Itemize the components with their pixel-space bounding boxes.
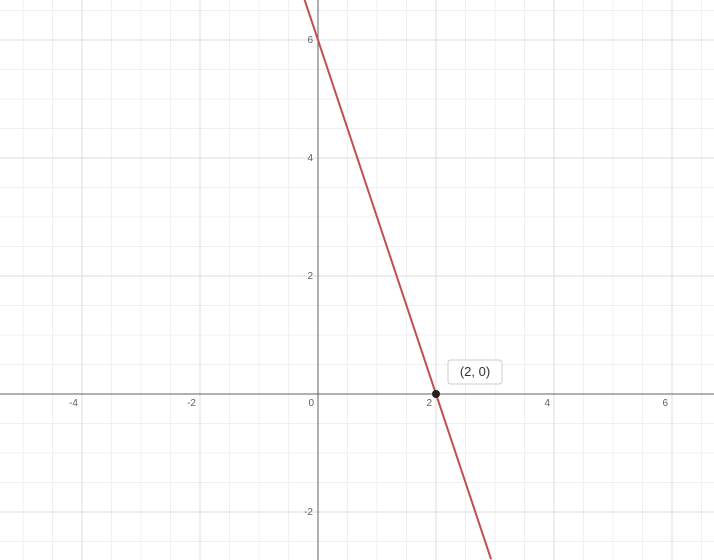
coordinate-chart: -4 -2 0 2 4 6 -2 2 4 6 (2, 0) xyxy=(0,0,714,560)
x-tick-label: 2 xyxy=(426,398,432,409)
x-tick-label: 4 xyxy=(544,398,550,409)
x-tick-label: -4 xyxy=(69,398,78,409)
y-tick-label: 4 xyxy=(307,153,313,164)
point-label-text: (2, 0) xyxy=(460,364,490,379)
y-tick-label: -2 xyxy=(304,507,313,518)
x-tick-label: -2 xyxy=(187,398,196,409)
chart-background xyxy=(0,0,714,560)
y-tick-label: 6 xyxy=(307,35,313,46)
x-tick-label: 6 xyxy=(662,398,668,409)
x-tick-label: 0 xyxy=(308,398,314,409)
point-dot xyxy=(432,390,440,398)
y-tick-label: 2 xyxy=(307,271,313,282)
